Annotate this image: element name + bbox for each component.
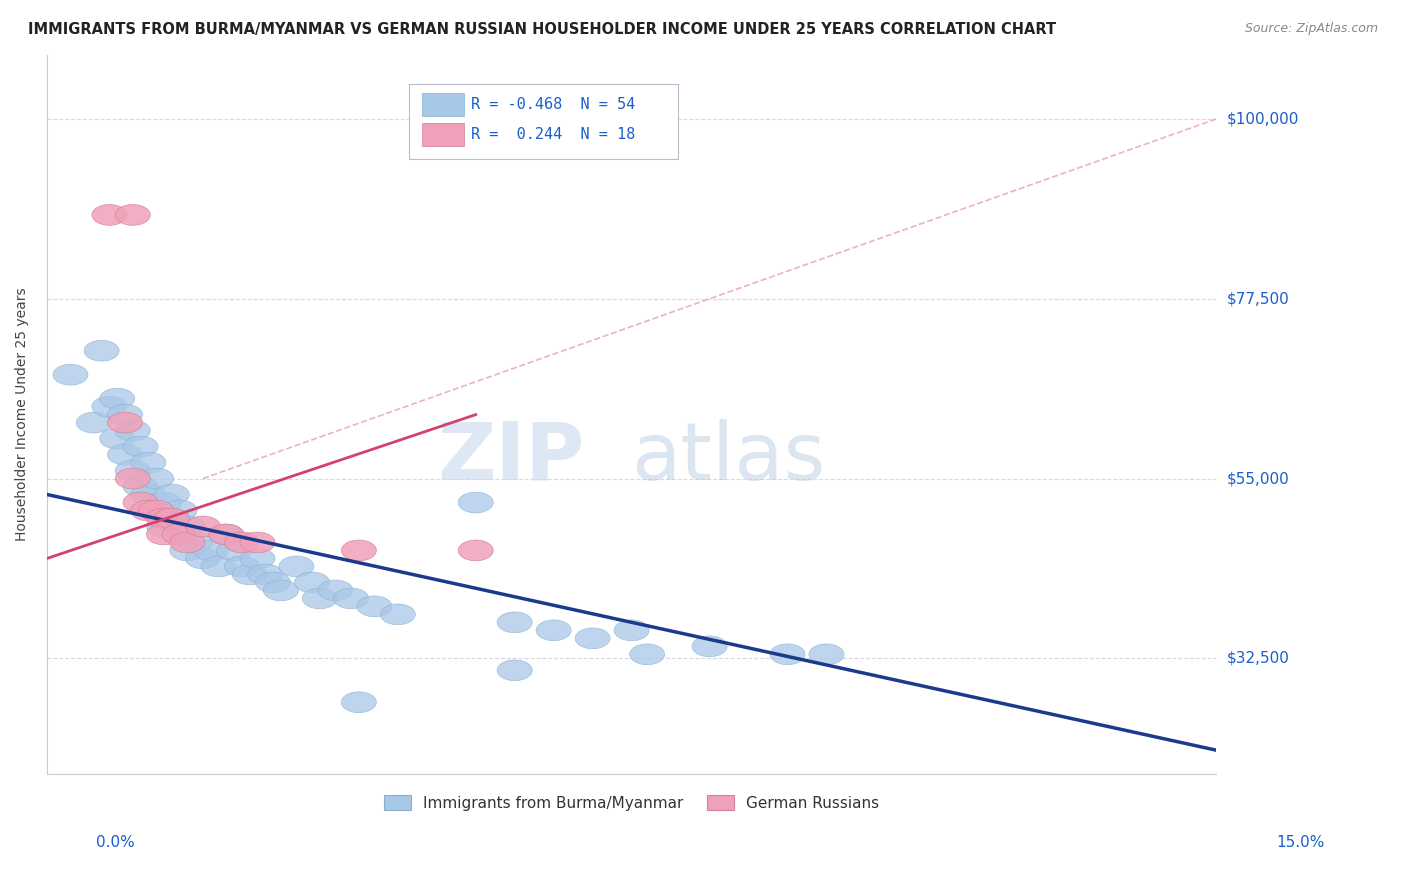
Ellipse shape bbox=[294, 572, 329, 593]
Text: R = -0.468  N = 54: R = -0.468 N = 54 bbox=[471, 97, 636, 112]
Ellipse shape bbox=[107, 404, 142, 425]
Ellipse shape bbox=[131, 500, 166, 521]
Ellipse shape bbox=[380, 604, 415, 624]
Ellipse shape bbox=[115, 420, 150, 441]
Text: $100,000: $100,000 bbox=[1227, 112, 1299, 127]
FancyBboxPatch shape bbox=[422, 94, 464, 116]
Ellipse shape bbox=[124, 436, 157, 457]
Ellipse shape bbox=[162, 524, 197, 545]
FancyBboxPatch shape bbox=[409, 84, 678, 160]
Ellipse shape bbox=[342, 540, 377, 561]
Ellipse shape bbox=[124, 476, 157, 497]
Ellipse shape bbox=[498, 660, 533, 681]
Legend: Immigrants from Burma/Myanmar, German Russians: Immigrants from Burma/Myanmar, German Ru… bbox=[378, 789, 886, 817]
Ellipse shape bbox=[278, 556, 314, 577]
Text: R =  0.244  N = 18: R = 0.244 N = 18 bbox=[471, 128, 636, 143]
Text: atlas: atlas bbox=[631, 418, 825, 497]
Ellipse shape bbox=[692, 636, 727, 657]
Ellipse shape bbox=[342, 692, 377, 713]
Y-axis label: Householder Income Under 25 years: Householder Income Under 25 years bbox=[15, 288, 30, 541]
Ellipse shape bbox=[458, 492, 494, 513]
Ellipse shape bbox=[170, 540, 205, 561]
Ellipse shape bbox=[217, 540, 252, 561]
Ellipse shape bbox=[124, 492, 157, 513]
FancyBboxPatch shape bbox=[422, 123, 464, 146]
Ellipse shape bbox=[240, 532, 276, 553]
Ellipse shape bbox=[225, 532, 260, 553]
Ellipse shape bbox=[263, 580, 298, 601]
Ellipse shape bbox=[208, 524, 243, 545]
Ellipse shape bbox=[575, 628, 610, 648]
Ellipse shape bbox=[170, 532, 205, 553]
Ellipse shape bbox=[458, 540, 494, 561]
Ellipse shape bbox=[146, 524, 181, 545]
Ellipse shape bbox=[53, 364, 89, 385]
Ellipse shape bbox=[498, 612, 533, 632]
Ellipse shape bbox=[186, 516, 221, 537]
Ellipse shape bbox=[139, 500, 174, 521]
Ellipse shape bbox=[100, 428, 135, 449]
Ellipse shape bbox=[208, 524, 243, 545]
Ellipse shape bbox=[162, 524, 197, 545]
Ellipse shape bbox=[115, 468, 150, 489]
Ellipse shape bbox=[186, 548, 221, 569]
Ellipse shape bbox=[318, 580, 353, 601]
Ellipse shape bbox=[146, 516, 181, 537]
Ellipse shape bbox=[155, 508, 190, 529]
Ellipse shape bbox=[808, 644, 844, 665]
Text: ZIP: ZIP bbox=[437, 418, 585, 497]
Text: $32,500: $32,500 bbox=[1227, 651, 1291, 665]
Text: 15.0%: 15.0% bbox=[1277, 836, 1324, 850]
Ellipse shape bbox=[139, 468, 174, 489]
Ellipse shape bbox=[170, 516, 205, 537]
Ellipse shape bbox=[131, 484, 166, 505]
Ellipse shape bbox=[146, 508, 181, 529]
Ellipse shape bbox=[91, 396, 127, 417]
Ellipse shape bbox=[139, 500, 174, 521]
Ellipse shape bbox=[177, 532, 212, 553]
Ellipse shape bbox=[614, 620, 650, 640]
Ellipse shape bbox=[333, 588, 368, 608]
Text: IMMIGRANTS FROM BURMA/MYANMAR VS GERMAN RUSSIAN HOUSEHOLDER INCOME UNDER 25 YEAR: IMMIGRANTS FROM BURMA/MYANMAR VS GERMAN … bbox=[28, 22, 1056, 37]
Ellipse shape bbox=[201, 556, 236, 577]
Text: $55,000: $55,000 bbox=[1227, 471, 1289, 486]
Ellipse shape bbox=[630, 644, 665, 665]
Ellipse shape bbox=[115, 204, 150, 226]
Text: $77,500: $77,500 bbox=[1227, 292, 1289, 306]
Ellipse shape bbox=[536, 620, 571, 640]
Ellipse shape bbox=[155, 508, 190, 529]
Ellipse shape bbox=[770, 644, 806, 665]
Ellipse shape bbox=[107, 412, 142, 433]
Ellipse shape bbox=[155, 484, 190, 505]
Ellipse shape bbox=[91, 204, 127, 226]
Ellipse shape bbox=[232, 564, 267, 585]
Ellipse shape bbox=[357, 596, 392, 616]
Ellipse shape bbox=[115, 460, 150, 481]
Text: Source: ZipAtlas.com: Source: ZipAtlas.com bbox=[1244, 22, 1378, 36]
Ellipse shape bbox=[131, 452, 166, 473]
Ellipse shape bbox=[247, 564, 283, 585]
Ellipse shape bbox=[76, 412, 111, 433]
Ellipse shape bbox=[240, 548, 276, 569]
Ellipse shape bbox=[193, 540, 228, 561]
Text: 0.0%: 0.0% bbox=[96, 836, 135, 850]
Ellipse shape bbox=[107, 444, 142, 465]
Ellipse shape bbox=[256, 572, 291, 593]
Ellipse shape bbox=[84, 341, 120, 361]
Ellipse shape bbox=[100, 388, 135, 409]
Ellipse shape bbox=[162, 500, 197, 521]
Ellipse shape bbox=[225, 556, 260, 577]
Ellipse shape bbox=[302, 588, 337, 608]
Ellipse shape bbox=[146, 492, 181, 513]
